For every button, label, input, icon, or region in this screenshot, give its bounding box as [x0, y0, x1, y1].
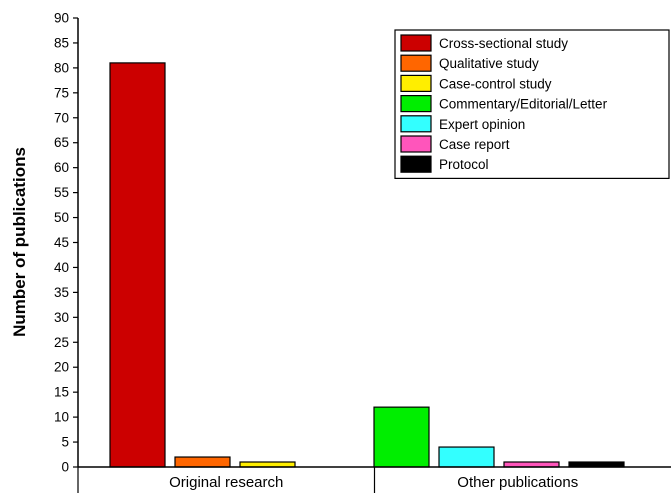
y-tick-label: 10	[54, 410, 69, 425]
legend-label: Qualitative study	[439, 56, 539, 71]
legend-swatch	[400, 115, 432, 133]
bar-commentary-editorial-letter	[373, 406, 430, 468]
legend-label: Case-control study	[439, 76, 552, 91]
legend-swatch	[400, 74, 432, 93]
legend-swatch	[400, 34, 432, 52]
y-tick-label: 90	[54, 11, 69, 26]
y-tick-label: 50	[54, 210, 69, 225]
legend-label: Protocol	[439, 157, 489, 172]
legend: Cross-sectional study Qualitative study Ca…	[394, 29, 670, 179]
bar-expert-opinion	[438, 446, 495, 468]
bars	[109, 62, 625, 468]
legend-label: Commentary/Editorial/Letter	[439, 97, 608, 112]
y-tick-label: 75	[54, 85, 69, 100]
x-axis: Original research Other publications	[77, 467, 578, 493]
legend-label: Case report	[439, 137, 510, 152]
y-axis-title: Number of publications	[10, 147, 29, 337]
y-tick-label: 15	[54, 385, 69, 400]
y-tick-label: 25	[54, 335, 69, 350]
y-tick-label: 85	[54, 35, 69, 50]
legend-swatch	[400, 94, 432, 113]
y-tick-label: 20	[54, 360, 69, 375]
y-tick-label: 30	[54, 310, 69, 325]
legend-frame	[394, 29, 670, 179]
bar-qualitative-study	[174, 456, 231, 468]
y-tick-label: 40	[54, 260, 69, 275]
y-tick-label: 70	[54, 110, 69, 125]
y-tick-label: 0	[61, 460, 69, 475]
y-tick-label: 35	[54, 285, 69, 300]
y-axis-ticks: 0 5 10 15 20 25 30 35 40 45 50 55 60 65 70 75 80 85 90	[54, 11, 78, 475]
legend-swatch	[400, 135, 432, 153]
legend-swatch	[400, 54, 432, 72]
x-category-label: Original research	[169, 474, 283, 491]
y-tick-label: 80	[54, 60, 69, 75]
x-category-label: Other publications	[457, 474, 578, 491]
y-tick-label: 5	[61, 435, 69, 450]
legend-swatch	[400, 155, 432, 173]
bar-cross-sectional-study	[109, 62, 166, 468]
legend-label: Expert opinion	[439, 117, 525, 132]
y-tick-label: 55	[54, 185, 69, 200]
y-tick-label: 45	[54, 235, 69, 250]
y-tick-label: 60	[54, 160, 69, 175]
y-tick-label: 65	[54, 135, 69, 150]
legend-label: Cross-sectional study	[439, 36, 568, 51]
